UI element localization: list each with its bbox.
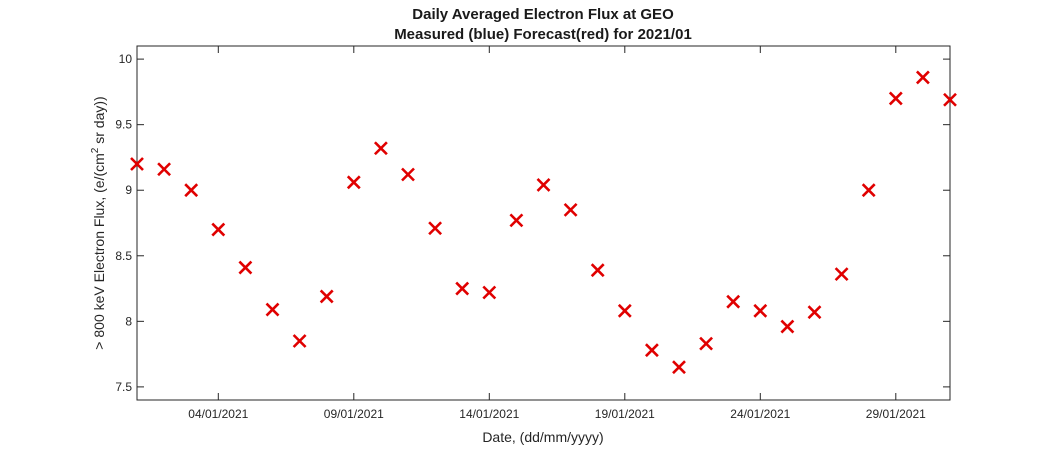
y-tick-label: 9	[125, 183, 132, 197]
marker-stroke	[428, 221, 443, 236]
y-axis-label: > 800 keV Electron Flux, (e/(cm2 sr day)…	[90, 96, 107, 349]
marker-stroke	[265, 302, 280, 317]
marker-stroke	[401, 167, 415, 182]
data-point	[373, 141, 388, 156]
chart-subtitle: Measured (blue) Forecast(red) for 2021/0…	[394, 26, 692, 43]
data-point	[130, 157, 144, 171]
marker-stroke	[644, 343, 659, 358]
plot-frame	[136, 45, 951, 401]
marker-stroke	[184, 183, 199, 198]
x-axis-ticks: 04/01/2021 09/01/2021 14/01/2021 19/01/2021…	[188, 46, 926, 421]
marker-stroke	[292, 334, 307, 348]
marker-stroke	[672, 360, 686, 375]
marker-stroke	[726, 294, 741, 309]
y-tick-label: 9.5	[115, 118, 132, 132]
plot-area	[136, 45, 951, 401]
data-point	[482, 285, 497, 300]
y-tick-label: 8.5	[115, 249, 132, 263]
data-point	[536, 178, 551, 192]
data-series	[130, 70, 957, 375]
data-point	[184, 183, 199, 198]
data-point	[915, 70, 930, 85]
marker-stroke	[699, 336, 714, 351]
data-point	[428, 221, 443, 236]
marker-stroke	[888, 91, 903, 106]
data-point	[346, 175, 361, 190]
data-point	[455, 281, 470, 296]
data-point	[753, 303, 768, 318]
y-tick-label: 8	[125, 314, 132, 328]
x-tick-label: 19/01/2021	[595, 407, 655, 421]
data-point	[509, 213, 524, 228]
data-point	[726, 294, 741, 309]
data-point	[888, 91, 903, 106]
data-point	[563, 202, 578, 217]
y-axis-ticks: 7.5 8 8.5 9 9.5 10	[115, 52, 950, 394]
data-point	[943, 92, 957, 107]
y-tick-label: 7.5	[115, 380, 132, 394]
marker-stroke	[238, 260, 253, 275]
marker-stroke	[617, 303, 632, 318]
x-tick-label: 14/01/2021	[459, 407, 519, 421]
data-point	[861, 183, 876, 198]
data-point	[292, 334, 307, 348]
marker-stroke	[563, 202, 578, 217]
marker-stroke	[211, 222, 226, 237]
data-point	[780, 319, 795, 334]
x-tick-label: 24/01/2021	[730, 407, 790, 421]
data-point	[319, 289, 334, 304]
data-point	[699, 336, 714, 351]
data-point	[265, 302, 280, 317]
data-point	[834, 267, 849, 282]
marker-stroke	[753, 303, 768, 318]
marker-stroke	[943, 92, 957, 107]
chart-title: Daily Averaged Electron Flux at GEO	[412, 6, 674, 23]
x-tick-label: 04/01/2021	[188, 407, 248, 421]
x-axis-label: Date, (dd/mm/yyyy)	[482, 429, 603, 445]
data-point	[617, 303, 632, 318]
marker-stroke	[590, 263, 605, 278]
marker-stroke	[807, 305, 822, 320]
y-tick-label: 10	[119, 52, 133, 66]
x-tick-label: 29/01/2021	[866, 407, 926, 421]
marker-stroke	[834, 267, 849, 282]
data-point	[238, 260, 253, 275]
marker-stroke	[509, 213, 524, 228]
marker-stroke	[130, 157, 144, 171]
data-point	[157, 162, 172, 177]
data-point	[807, 305, 822, 320]
y-axis-label-end: sr day))	[91, 96, 107, 147]
data-point	[211, 222, 226, 237]
marker-stroke	[780, 319, 795, 334]
x-tick-label: 09/01/2021	[324, 407, 384, 421]
data-point	[401, 167, 415, 182]
marker-stroke	[482, 285, 497, 300]
marker-stroke	[157, 162, 172, 177]
marker-stroke	[536, 178, 551, 192]
marker-stroke	[455, 281, 470, 296]
y-axis-label-main: > 800 keV Electron Flux, (e/(cm	[91, 153, 107, 349]
marker-stroke	[915, 70, 930, 85]
data-point	[672, 360, 686, 375]
y-axis-label-superscript: 2	[90, 147, 101, 153]
data-point	[644, 343, 659, 358]
marker-stroke	[861, 183, 876, 198]
marker-stroke	[373, 141, 388, 156]
data-point	[590, 263, 605, 278]
marker-stroke	[346, 175, 361, 190]
marker-stroke	[319, 289, 334, 304]
